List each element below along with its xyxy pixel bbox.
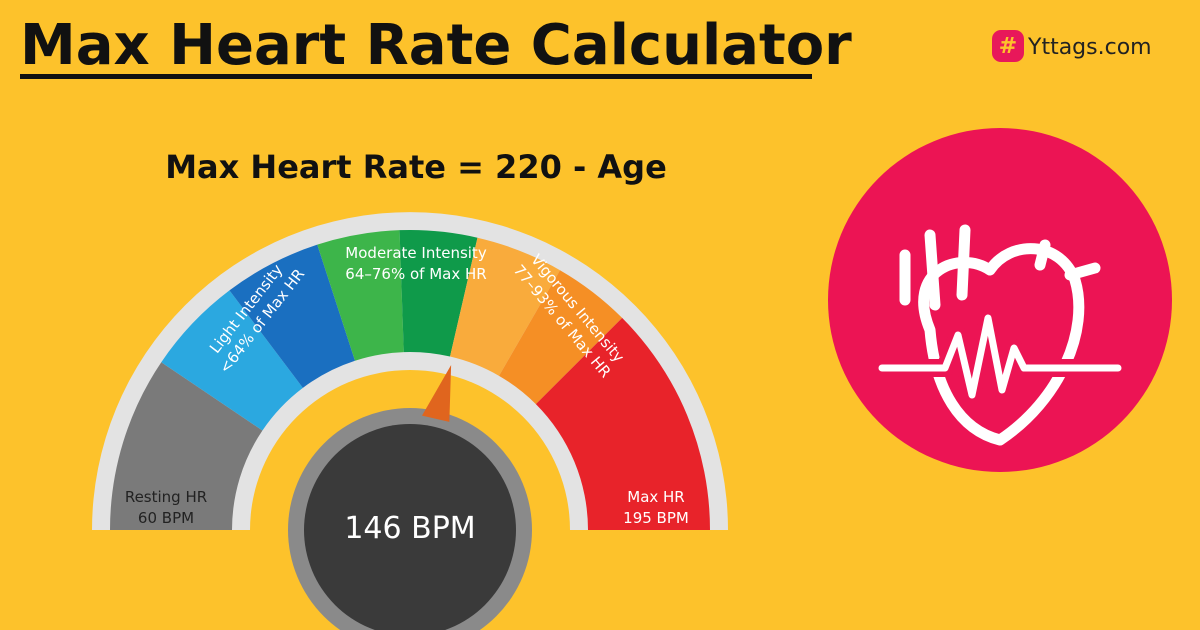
heart-arteries xyxy=(1034,239,1101,281)
zone-segment xyxy=(229,244,355,388)
title-underline xyxy=(20,74,812,79)
reading: 146 BPM xyxy=(344,511,475,546)
heart-icon xyxy=(828,128,1172,472)
zone-segment xyxy=(499,270,623,405)
zone-segment xyxy=(110,362,263,530)
gauge xyxy=(92,212,728,530)
zone-label: Max HR xyxy=(627,488,684,506)
needle xyxy=(422,365,452,422)
zone-detail: 195 BPM xyxy=(623,509,689,527)
zone-label: Resting HR xyxy=(125,488,207,506)
brand-name: Yttags.com xyxy=(1027,35,1152,60)
zone-detail: 64–76% of Max HR xyxy=(345,265,486,283)
brand-logo: # Yttags.com xyxy=(992,30,1152,62)
hub xyxy=(304,424,516,630)
zone-segment xyxy=(317,230,404,361)
zone-segment xyxy=(399,230,478,357)
pulse-line xyxy=(878,314,1122,399)
zone-segment xyxy=(161,290,303,431)
zone-detail: 60 BPM xyxy=(138,509,194,527)
icon-circle xyxy=(828,128,1172,472)
gauge-hub: 146 BPM xyxy=(288,365,532,630)
brand-hash: # xyxy=(999,34,1017,59)
zone-segment xyxy=(535,317,710,530)
formula: Max Heart Rate = 220 - Age xyxy=(165,148,667,186)
title: Max Heart Rate Calculator xyxy=(20,13,852,78)
brand-icon xyxy=(992,30,1024,62)
zone-segment xyxy=(450,237,560,376)
heart-outline xyxy=(918,243,1085,446)
zone-label: Moderate Intensity xyxy=(345,244,487,262)
